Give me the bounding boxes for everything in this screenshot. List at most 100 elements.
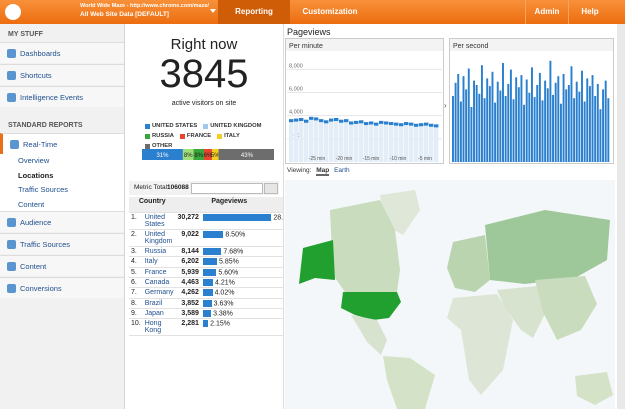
minute-bar-cap: [404, 122, 409, 126]
minute-bar: [369, 121, 374, 162]
second-bar: [483, 98, 486, 162]
second-bar: [604, 80, 607, 162]
minute-bar: [299, 118, 304, 162]
logo: [5, 4, 21, 20]
section-heading: STANDARD REPORTS: [8, 122, 83, 129]
country-link[interactable]: Italy: [142, 256, 176, 268]
second-bar: [528, 92, 531, 162]
second-bar: [512, 99, 515, 162]
minute-bar-cap: [424, 122, 429, 126]
country-link[interactable]: Canada: [142, 277, 176, 289]
scrollbar[interactable]: [617, 24, 625, 409]
country-link[interactable]: United States: [142, 212, 176, 230]
minute-bar: [379, 120, 384, 162]
land: [535, 276, 597, 340]
dropdown-arrow[interactable]: [210, 9, 216, 13]
metric-total-label: Metric Total:: [134, 184, 169, 191]
second-bar: [546, 88, 549, 162]
land-highlight[interactable]: [341, 292, 401, 320]
minute-bar-cap: [419, 123, 424, 127]
sub-nav-item[interactable]: Overview: [18, 156, 50, 165]
second-bar: [541, 100, 544, 162]
second-bar: [525, 79, 528, 162]
land-highlight[interactable]: [299, 240, 335, 284]
sub-nav-item[interactable]: Content: [18, 199, 45, 209]
second-bar: [578, 91, 581, 162]
nav-icon: [7, 284, 16, 293]
nav-item[interactable]: Intelligence Events: [0, 86, 124, 107]
nav-item[interactable]: Content: [0, 255, 124, 276]
country-link[interactable]: Japan: [142, 308, 176, 320]
share-bar: [202, 310, 212, 318]
minute-bar: [409, 122, 414, 162]
minute-bar-cap: [364, 122, 369, 126]
country-link[interactable]: Hong Kong: [142, 318, 176, 337]
legend-label: UNITED STATES: [152, 123, 198, 129]
world-map: [285, 180, 615, 409]
breakdown-label: 5%: [211, 153, 220, 159]
view-earth[interactable]: Earth: [334, 167, 350, 174]
second-bar: [559, 103, 562, 162]
nav-label: Intelligence Events: [20, 93, 83, 102]
nav-item[interactable]: Dashboards: [0, 42, 124, 63]
table-row: 3. Russia 8,144 7.68%: [129, 246, 283, 258]
country-link[interactable]: Russia: [142, 246, 176, 258]
rank: 7.: [129, 287, 143, 299]
sub-nav-item[interactable]: Traffic Sources: [18, 185, 69, 194]
help-link[interactable]: Help: [568, 0, 611, 24]
share-label: 5.60%: [218, 269, 239, 277]
share-label: 3.63%: [213, 300, 234, 308]
minute-bar-cap: [314, 117, 319, 121]
legend-label: FRANCE: [186, 133, 212, 139]
legend-entry: RUSSIA: [145, 133, 174, 139]
admin-link[interactable]: Admin: [525, 0, 568, 24]
minute-bar-cap: [434, 124, 439, 128]
tab-reporting[interactable]: Reporting: [218, 0, 290, 24]
country-link[interactable]: United Kingdom: [142, 229, 176, 247]
country-link[interactable]: Germany: [142, 287, 176, 299]
nav-item[interactable]: Conversions: [0, 277, 124, 298]
nav-icon: [7, 262, 16, 271]
view-map[interactable]: Map: [316, 167, 330, 176]
second-bar: [504, 96, 507, 162]
table-row: 7. Germany 4,262 4.02%: [129, 287, 283, 299]
pageviews: 4,463: [175, 277, 201, 289]
country-link[interactable]: Brazil: [142, 298, 176, 310]
profile-name[interactable]: All Web Site Data [DEFAULT]: [80, 11, 169, 18]
minute-bar-cap: [339, 119, 344, 123]
sub-nav-item[interactable]: Locations: [18, 170, 54, 180]
minute-bar-cap: [374, 122, 379, 126]
share-bar: [202, 320, 209, 328]
nav-item[interactable]: Shortcuts: [0, 64, 124, 85]
land: [485, 210, 610, 284]
nav-item[interactable]: Audience: [0, 211, 124, 232]
minute-bar: [389, 122, 394, 162]
second-bar: [523, 104, 526, 162]
nav-item[interactable]: Traffic Sources: [0, 233, 124, 254]
right-now-title: Right now: [170, 36, 238, 53]
second-bar: [496, 81, 499, 162]
search-box[interactable]: [191, 183, 263, 194]
second-bar: [491, 71, 494, 162]
share-cell: 4.02%: [200, 287, 283, 299]
search-button[interactable]: [264, 183, 278, 194]
breakdown-bar: 31% 8% 8% 6%5% 43%: [142, 149, 274, 160]
minute-bar: [424, 122, 429, 162]
second-bar: [531, 67, 533, 162]
tab-customization[interactable]: Customization: [302, 7, 358, 16]
second-bar: [544, 80, 547, 162]
minute-bar: [344, 119, 349, 162]
nav-item-active[interactable]: Real-Time: [0, 133, 124, 154]
legend-swatch: [145, 133, 150, 139]
metric-bar: Metric Total: 106088: [129, 181, 279, 195]
column-header[interactable]: Country: [129, 197, 176, 213]
second-bar: [473, 80, 475, 162]
column-header[interactable]: Pageviews: [175, 197, 283, 213]
share-cell: 3.38%: [200, 308, 283, 320]
chart-title: Per minute: [289, 43, 323, 50]
second-bar: [486, 78, 489, 162]
minute-bar: [394, 122, 399, 162]
country-link[interactable]: France: [142, 267, 176, 279]
second-bar: [520, 75, 523, 162]
